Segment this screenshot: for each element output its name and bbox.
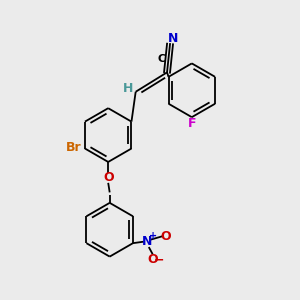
Text: O: O (147, 253, 158, 266)
Text: N: N (168, 32, 178, 45)
Text: Br: Br (66, 140, 81, 154)
Text: O: O (103, 171, 113, 184)
Text: C: C (158, 54, 166, 64)
Text: +: + (148, 231, 157, 241)
Text: −: − (153, 254, 164, 267)
Text: N: N (142, 235, 152, 248)
Text: F: F (188, 117, 196, 130)
Text: H: H (123, 82, 134, 95)
Text: O: O (160, 230, 171, 243)
